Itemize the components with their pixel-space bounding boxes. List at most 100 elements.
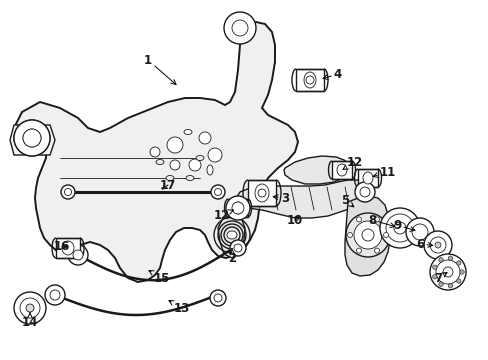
Text: 13: 13 <box>168 301 190 315</box>
Circle shape <box>405 218 433 246</box>
Text: 10: 10 <box>286 213 303 226</box>
Circle shape <box>234 244 242 252</box>
Circle shape <box>442 267 452 277</box>
Circle shape <box>354 182 374 202</box>
Text: 2: 2 <box>227 249 236 265</box>
Polygon shape <box>218 212 244 258</box>
Text: 11: 11 <box>372 166 395 179</box>
Circle shape <box>214 189 221 195</box>
Circle shape <box>356 248 361 253</box>
Text: 12: 12 <box>213 208 233 221</box>
Ellipse shape <box>232 202 243 214</box>
Polygon shape <box>236 180 371 218</box>
Circle shape <box>423 231 451 259</box>
Circle shape <box>50 290 60 300</box>
Circle shape <box>305 76 313 84</box>
Polygon shape <box>10 125 55 155</box>
Ellipse shape <box>254 184 268 202</box>
Circle shape <box>189 159 201 171</box>
Circle shape <box>14 292 46 324</box>
Circle shape <box>385 214 413 242</box>
Circle shape <box>231 202 244 214</box>
Circle shape <box>459 270 463 274</box>
Circle shape <box>23 129 41 147</box>
Circle shape <box>210 185 224 199</box>
Polygon shape <box>227 199 247 217</box>
Circle shape <box>14 120 50 156</box>
Text: 3: 3 <box>273 192 288 204</box>
Circle shape <box>347 233 352 238</box>
Text: 12: 12 <box>342 156 363 170</box>
Text: 7: 7 <box>433 271 446 284</box>
Circle shape <box>456 261 460 265</box>
Circle shape <box>435 260 459 284</box>
Circle shape <box>429 237 445 253</box>
Circle shape <box>383 233 387 238</box>
Ellipse shape <box>362 172 372 184</box>
Text: 9: 9 <box>392 219 414 231</box>
Circle shape <box>14 120 50 156</box>
Circle shape <box>224 12 256 44</box>
Circle shape <box>374 217 379 222</box>
Ellipse shape <box>409 224 429 240</box>
Circle shape <box>61 185 75 199</box>
Circle shape <box>393 222 405 234</box>
Polygon shape <box>56 238 80 258</box>
Circle shape <box>45 285 65 305</box>
Circle shape <box>214 294 222 302</box>
Circle shape <box>170 160 180 170</box>
Ellipse shape <box>336 164 346 176</box>
Circle shape <box>68 245 88 265</box>
Circle shape <box>346 213 389 257</box>
Polygon shape <box>357 169 377 187</box>
Ellipse shape <box>206 165 213 175</box>
Text: 6: 6 <box>415 238 432 251</box>
Text: 16: 16 <box>54 239 70 252</box>
Ellipse shape <box>62 241 74 255</box>
Circle shape <box>379 208 419 248</box>
Polygon shape <box>247 180 275 206</box>
Circle shape <box>434 242 440 248</box>
Circle shape <box>225 196 249 220</box>
Circle shape <box>26 304 34 312</box>
Circle shape <box>199 132 210 144</box>
Circle shape <box>20 298 40 318</box>
Ellipse shape <box>185 176 194 180</box>
Circle shape <box>432 275 436 279</box>
Circle shape <box>438 258 442 262</box>
Circle shape <box>447 256 452 260</box>
Circle shape <box>411 224 427 240</box>
Ellipse shape <box>304 72 315 88</box>
Circle shape <box>353 221 381 249</box>
Ellipse shape <box>196 156 203 161</box>
Text: 5: 5 <box>340 194 353 207</box>
Circle shape <box>356 217 361 222</box>
Circle shape <box>231 20 247 36</box>
Ellipse shape <box>156 159 163 165</box>
Circle shape <box>432 265 436 269</box>
Text: 14: 14 <box>22 312 38 328</box>
Circle shape <box>207 148 222 162</box>
Circle shape <box>361 229 373 241</box>
Circle shape <box>258 189 265 197</box>
Text: 15: 15 <box>149 270 170 284</box>
Circle shape <box>229 240 245 256</box>
Circle shape <box>374 248 379 253</box>
Circle shape <box>456 279 460 283</box>
Circle shape <box>23 129 41 147</box>
Text: 17: 17 <box>160 179 176 192</box>
Circle shape <box>359 187 369 197</box>
Circle shape <box>150 147 160 157</box>
Circle shape <box>209 290 225 306</box>
Polygon shape <box>331 161 351 179</box>
Circle shape <box>167 137 183 153</box>
Polygon shape <box>345 196 389 276</box>
Circle shape <box>438 282 442 286</box>
Circle shape <box>429 254 465 290</box>
Text: 4: 4 <box>323 68 342 81</box>
Text: 1: 1 <box>143 54 176 85</box>
Circle shape <box>73 250 83 260</box>
Text: 8: 8 <box>367 213 394 228</box>
Ellipse shape <box>226 231 237 239</box>
Polygon shape <box>284 156 349 184</box>
